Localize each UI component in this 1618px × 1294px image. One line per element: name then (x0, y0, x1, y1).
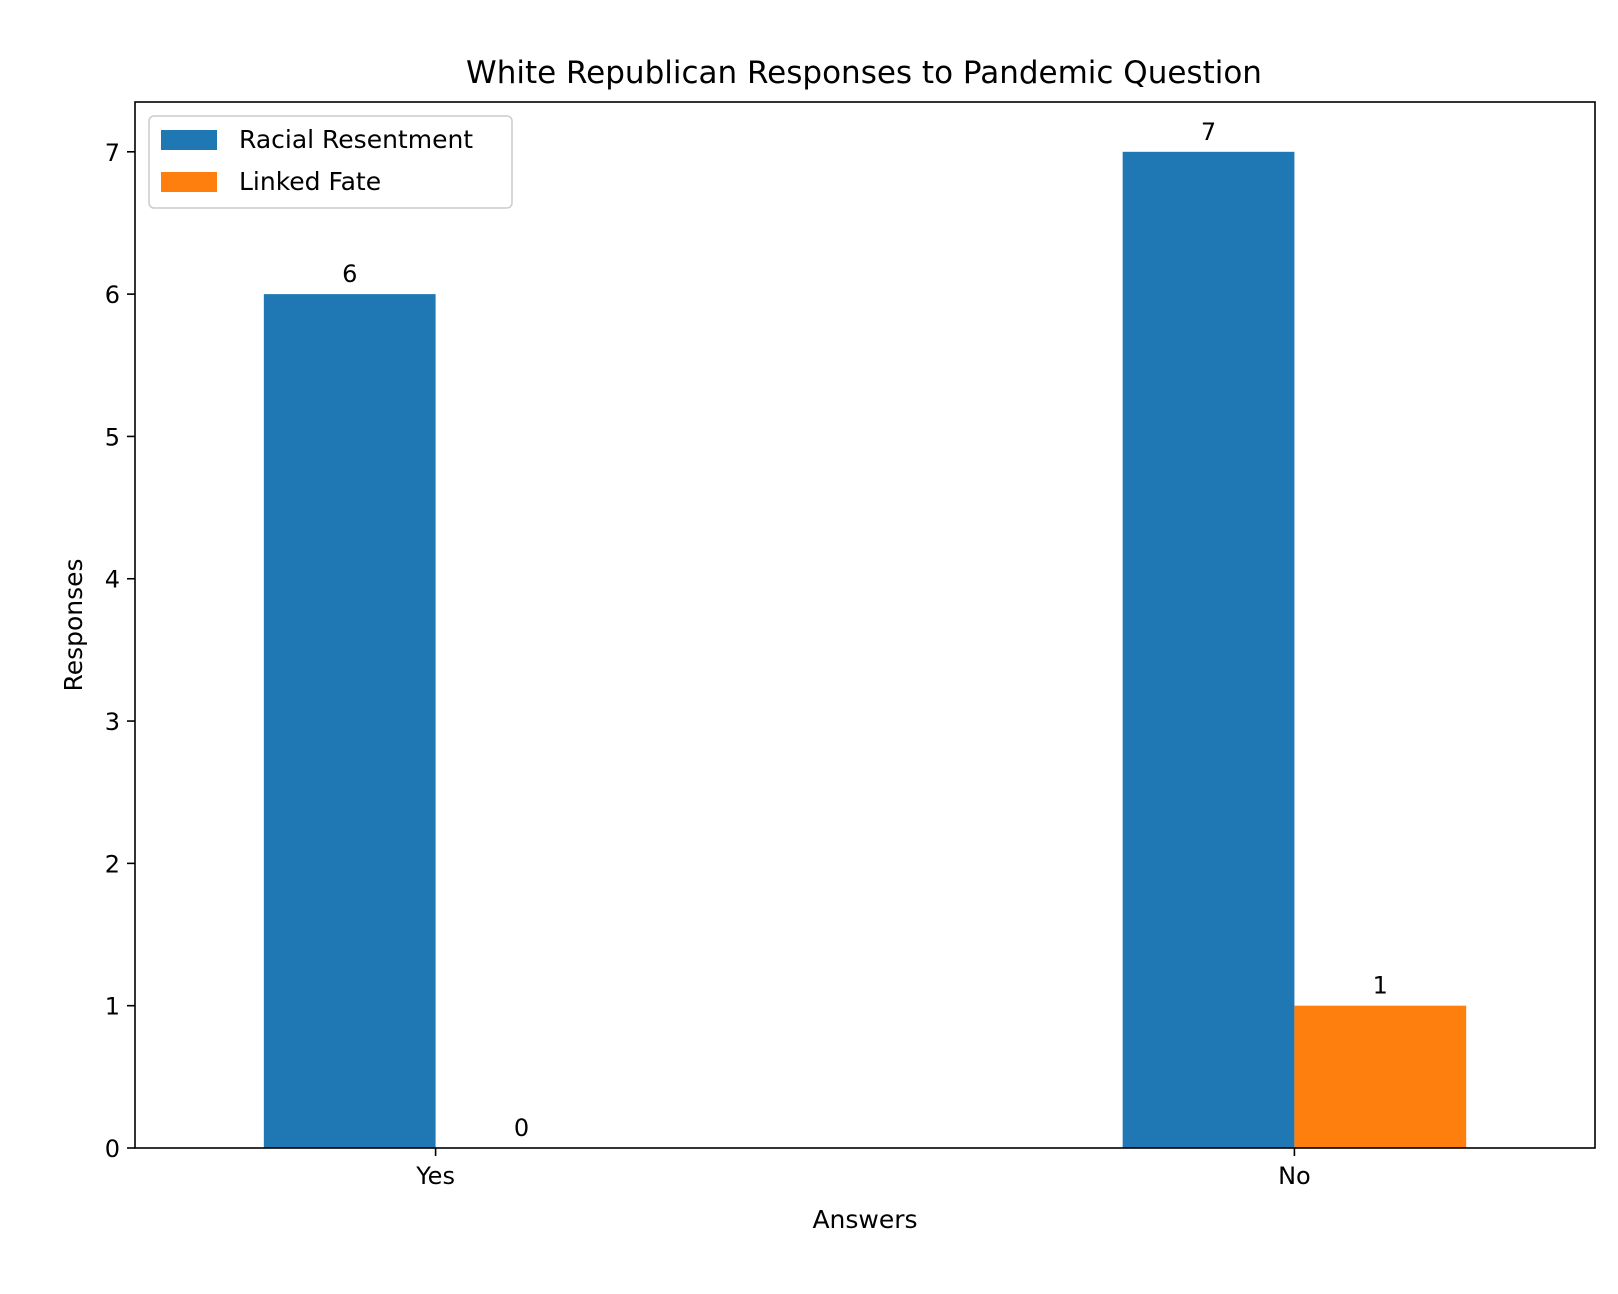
legend-label: Linked Fate (239, 167, 381, 196)
bar-linked-fate-no (1294, 1005, 1467, 1148)
y-tick-label: 4 (105, 566, 120, 594)
y-tick-label: 6 (105, 281, 120, 309)
legend-label: Racial Resentment (239, 125, 473, 154)
plot-frame (134, 101, 1596, 1149)
x-axis: Yes No (415, 1148, 1311, 1190)
bar-racial-resentment-yes (263, 294, 436, 1148)
bar-value-label: 1 (1373, 972, 1388, 1000)
legend-swatch (161, 172, 217, 192)
y-tick-label: 5 (105, 423, 120, 451)
bar-value-label: 0 (514, 1114, 529, 1142)
y-axis: 0 1 2 3 4 5 6 7 (105, 139, 135, 1163)
y-tick-label: 0 (105, 1135, 120, 1163)
bar-value-label: 7 (1201, 118, 1216, 146)
y-axis-label: Responses (59, 558, 88, 691)
legend-swatch (161, 130, 217, 150)
bar-racial-resentment-no (1122, 151, 1295, 1149)
x-axis-label: Answers (812, 1205, 917, 1234)
legend: Racial Resentment Linked Fate (148, 115, 513, 209)
y-tick-label: 7 (105, 139, 120, 167)
y-tick-label: 2 (105, 850, 120, 878)
chart-title: White Republican Responses to Pandemic Q… (466, 55, 1262, 91)
y-tick-label: 3 (105, 708, 120, 736)
x-tick-label: No (1278, 1162, 1311, 1190)
x-tick-label: Yes (415, 1162, 455, 1190)
plot-area: 6 7 0 1 (263, 118, 1467, 1149)
y-tick-label: 1 (105, 993, 120, 1021)
bar-value-label: 6 (342, 260, 357, 288)
legend-box (148, 115, 513, 209)
